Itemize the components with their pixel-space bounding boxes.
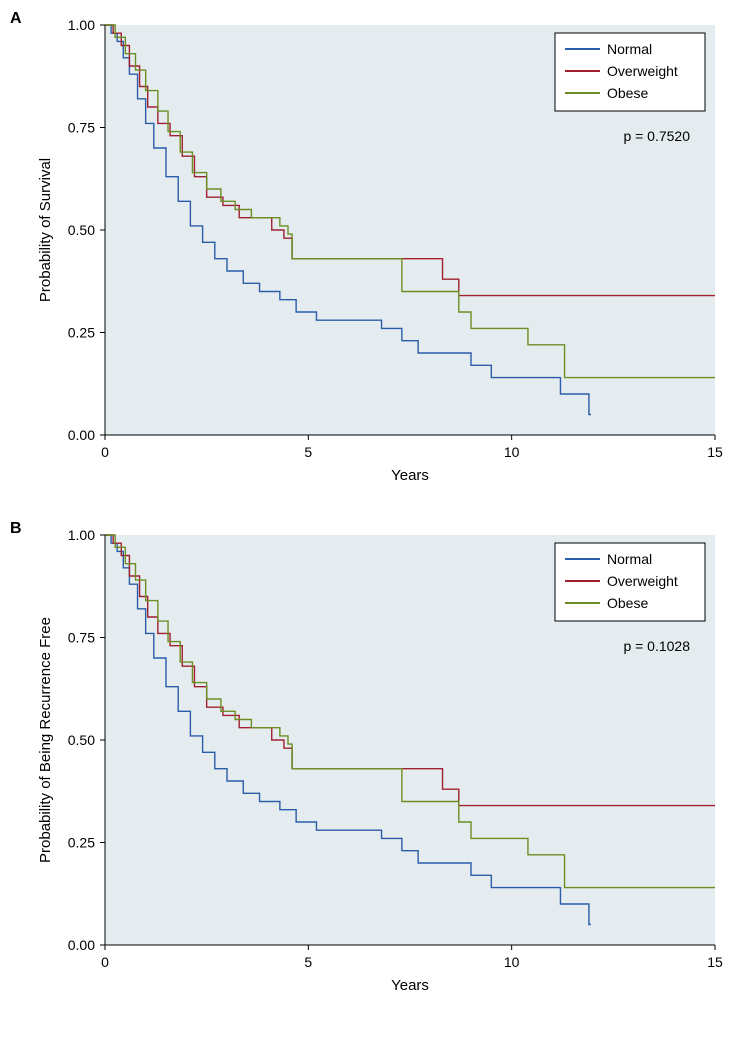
ytick-label: 0.00 [68, 427, 95, 443]
y-axis-label: Probability of Being Recurrence Free [37, 617, 54, 863]
survival-chart-A: 0.00 0.25 0.50 0.75 1.00 0 5 10 15 Years Probabili… [30, 10, 730, 490]
ytick-label: 0.00 [68, 937, 95, 953]
legend: Normal Overweight Obese [555, 543, 705, 621]
ytick-label: 0.25 [68, 325, 95, 341]
xtick-label: 5 [304, 954, 312, 970]
legend-item-normal: Normal [607, 41, 652, 57]
legend-item-normal: Normal [607, 551, 652, 567]
legend-item-overweight: Overweight [607, 63, 678, 79]
xtick-label: 15 [707, 954, 723, 970]
plot-B-wrap: 0.00 0.25 0.50 0.75 1.00 0 5 10 15 Years Probabili… [30, 520, 732, 1000]
xtick-label: 0 [101, 954, 109, 970]
xtick-label: 5 [304, 444, 312, 460]
panel-B: B 0.00 0.25 0.50 0.75 1.00 0 5 10 15 Years Probabi… [10, 520, 732, 1000]
y-axis-label: Probability of Survival [37, 158, 54, 302]
xtick-label: 10 [504, 954, 520, 970]
p-value-text: p = 0.7520 [623, 128, 690, 144]
p-value-text: p = 0.1028 [623, 638, 690, 654]
figure-container: A 0.00 0.25 0.50 0.75 1.00 0 5 10 15 Years Probabi… [0, 0, 742, 1000]
legend-item-overweight: Overweight [607, 573, 678, 589]
xtick-label: 15 [707, 444, 723, 460]
survival-chart-B: 0.00 0.25 0.50 0.75 1.00 0 5 10 15 Years Probabili… [30, 520, 730, 1000]
ytick-label: 0.50 [68, 732, 95, 748]
legend: Normal Overweight Obese [555, 33, 705, 111]
xtick-label: 0 [101, 444, 109, 460]
legend-item-obese: Obese [607, 85, 648, 101]
panel-A: A 0.00 0.25 0.50 0.75 1.00 0 5 10 15 Years Probabi… [10, 10, 732, 490]
ytick-label: 1.00 [68, 17, 95, 33]
ytick-label: 0.25 [68, 835, 95, 851]
panel-label-A: A [10, 10, 22, 28]
ytick-label: 0.75 [68, 120, 95, 136]
ytick-label: 1.00 [68, 527, 95, 543]
legend-item-obese: Obese [607, 595, 648, 611]
ytick-label: 0.75 [68, 630, 95, 646]
x-axis-label: Years [391, 977, 429, 994]
panel-label-B: B [10, 520, 22, 538]
ytick-label: 0.50 [68, 222, 95, 238]
plot-A-wrap: 0.00 0.25 0.50 0.75 1.00 0 5 10 15 Years Probabili… [30, 10, 732, 490]
x-axis-label: Years [391, 467, 429, 484]
xtick-label: 10 [504, 444, 520, 460]
